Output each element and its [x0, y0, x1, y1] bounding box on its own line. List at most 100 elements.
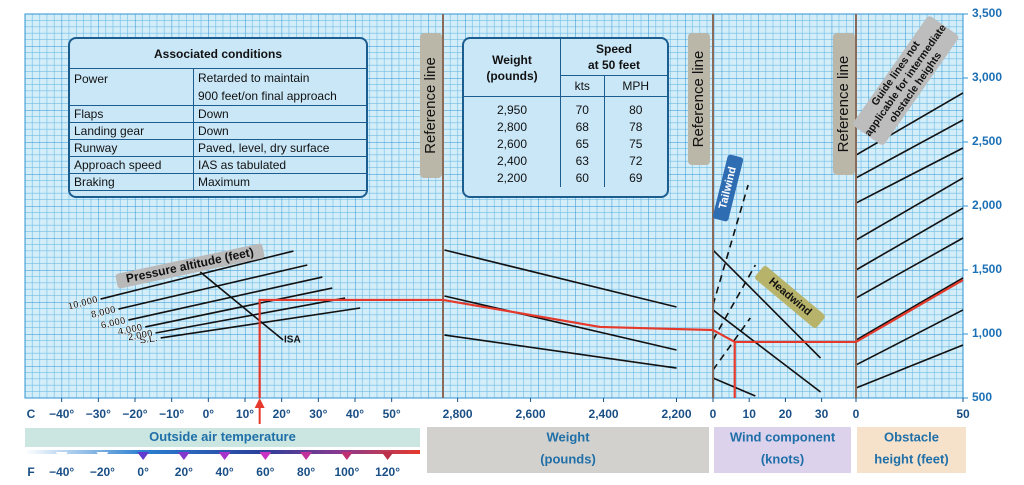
table-header: Weight (pounds)	[464, 39, 561, 97]
y-tick-label: 1,000	[972, 326, 1002, 340]
example-path	[442, 298, 714, 332]
table-cell: 80	[629, 103, 643, 117]
guide-line	[145, 287, 333, 328]
table-row: 2,200 60 69	[464, 170, 667, 187]
table-cell: Down	[193, 122, 366, 140]
x-tick-label: 0°	[203, 407, 215, 421]
axis-title: height (feet)	[874, 451, 948, 466]
x-tick-label: 10	[743, 407, 757, 421]
x2-tick-mark	[381, 452, 394, 460]
x2-tick-label: −40°	[49, 465, 74, 479]
x2-tick-mark	[55, 452, 68, 460]
guide-line	[855, 237, 964, 299]
curve-title-box	[115, 243, 265, 289]
tailwind-guide-line	[712, 264, 757, 341]
guide-line	[155, 297, 346, 334]
x-tick-label: 30°	[309, 407, 327, 421]
x-tick-label: 20°	[273, 407, 291, 421]
reference-label: Reference line	[835, 56, 852, 153]
table-cell: 2,600	[464, 136, 561, 153]
x2-tick-label: 100°	[334, 465, 359, 479]
guide-line	[100, 250, 294, 300]
x2-tick-label: 0°	[137, 465, 149, 479]
y-tick-label: 1,500	[972, 262, 1002, 276]
guide-line	[855, 119, 964, 179]
table-cell: 68	[560, 119, 605, 136]
x2-tick-mark	[96, 452, 109, 460]
guide-line	[855, 207, 964, 271]
x-tick-label: 40°	[346, 407, 364, 421]
table-row: 2,600 65 75	[464, 136, 667, 153]
cell-line: Retarded to maintain	[198, 71, 310, 85]
table-cell: Landing gear	[70, 122, 194, 140]
table-subheader: MPH	[603, 75, 667, 97]
table-row: Braking Maximum	[70, 173, 366, 191]
table-row: Power Retarded to maintain 900 feet/on fin…	[70, 68, 366, 106]
header-line: at 50 feet	[587, 58, 641, 72]
axis-title: Outside air temperature	[149, 429, 296, 444]
table-row: Landing gear Down	[70, 122, 366, 140]
guide-line	[855, 309, 964, 366]
table-cell: Retarded to maintain 900 feet/on final ap…	[193, 68, 366, 106]
x2-tick-label: −20°	[90, 465, 115, 479]
y-tick-label: 2,000	[972, 198, 1002, 212]
guide-line	[855, 277, 964, 341]
axis-title-bar	[857, 427, 966, 473]
line-label: 6,000	[100, 315, 127, 331]
x-tick-label: 2,400	[589, 407, 619, 421]
x-tick-label: 20	[779, 407, 793, 421]
x2-tick-mark	[300, 452, 313, 460]
table-row: 2,800 68 78	[464, 119, 667, 136]
table-header: Speed at 50 feet	[560, 39, 667, 76]
x-tick-label: 2,800	[443, 407, 473, 421]
table-cell: 72	[629, 154, 643, 168]
axis-title: (knots)	[761, 451, 804, 466]
table-title: Associated conditions	[70, 39, 366, 69]
table-cell: 63	[560, 153, 605, 170]
reference-label: Reference line	[690, 51, 707, 148]
example-arrow	[254, 398, 265, 408]
table-cell: IAS as tabulated	[193, 156, 366, 174]
axis-title: Obstacle	[884, 429, 939, 444]
y-tick-label: 500	[972, 390, 992, 404]
table-cell: 78	[629, 120, 643, 134]
x2-tick-mark	[259, 452, 272, 460]
x-tick-label: 2,600	[516, 407, 546, 421]
table-cell: Approach speed	[70, 156, 194, 174]
table-row: 2,400 63 72	[464, 153, 667, 170]
reference-label-box	[833, 33, 855, 175]
table-row: Flaps Down	[70, 105, 366, 123]
x-tick-label: 10°	[236, 407, 254, 421]
reference-label-box	[688, 33, 710, 165]
table-header-row: kts MPH	[464, 75, 667, 97]
line-label: 4,000	[117, 322, 144, 338]
table-cell: 2,950	[464, 96, 561, 119]
table-row: 2,950 70 80	[464, 96, 667, 119]
guide-line	[128, 276, 323, 321]
line-label: 2,000	[127, 328, 154, 343]
table-cell: Down	[193, 105, 366, 123]
guide-line	[712, 249, 822, 359]
table-cell: 75	[629, 137, 643, 151]
guide-line	[712, 309, 822, 393]
guide-line	[199, 271, 284, 341]
table-cell: 70	[560, 96, 605, 119]
table-row: Approach speed IAS as tabulated	[70, 156, 366, 174]
x-axis-unit: F	[27, 465, 34, 479]
x-tick-label: 50°	[383, 407, 401, 421]
tailwind-label-box	[712, 154, 744, 222]
axis-title-bar	[25, 428, 420, 447]
x-tick-label: 0	[710, 407, 717, 421]
header-line: Weight	[492, 52, 532, 67]
x-tick-label: −30°	[86, 407, 111, 421]
table-cell: Maximum	[193, 173, 366, 191]
x2-tick-label: 120°	[375, 465, 400, 479]
table-header-row: Associated conditions	[70, 39, 366, 69]
x2-tick-mark	[340, 452, 353, 460]
x-tick-label: −40°	[49, 407, 74, 421]
line-label: S.L.	[139, 333, 159, 347]
table-cell: Flaps	[70, 105, 194, 123]
reference-label: Reference line	[422, 57, 439, 154]
guide-line	[855, 92, 964, 156]
